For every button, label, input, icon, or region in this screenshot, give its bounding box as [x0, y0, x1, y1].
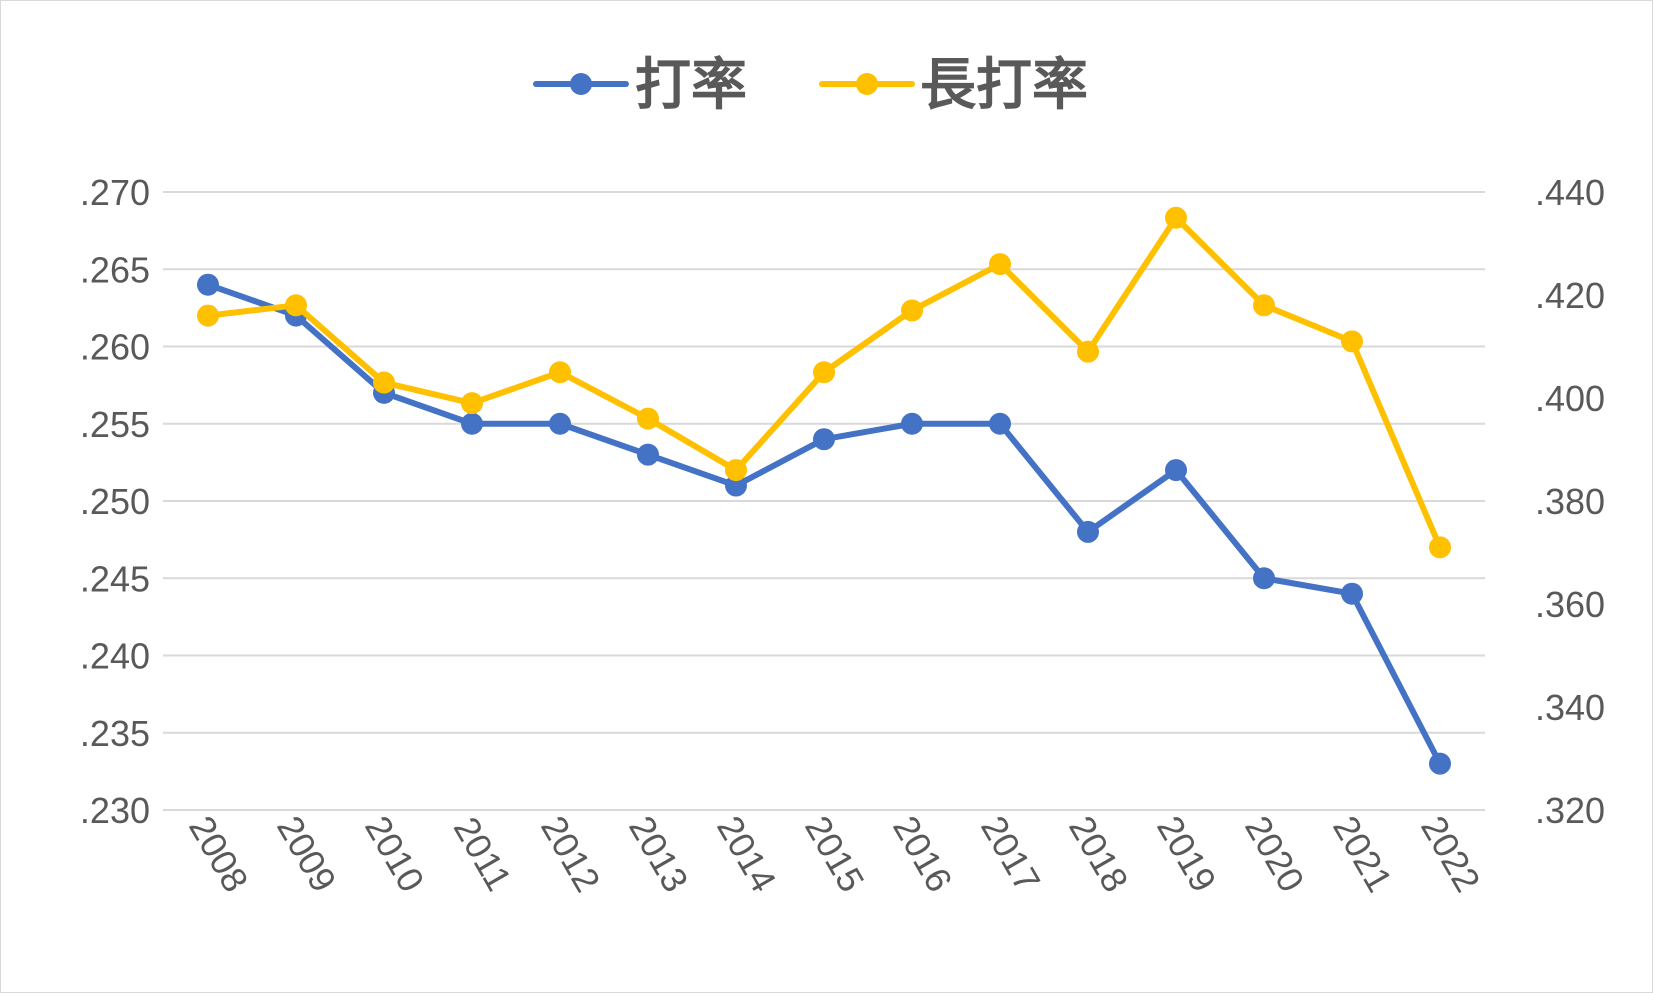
- x-axis: 2008 2009 2010 2011 2012 2013 2014 2015 2016 2017…: [181, 809, 1489, 899]
- x-tick-label: 2009: [269, 809, 345, 899]
- right-tick-label: .360: [1535, 584, 1605, 625]
- right-tick-label: .320: [1535, 790, 1605, 831]
- x-tick-label: 2015: [797, 809, 873, 899]
- data-point: [1165, 459, 1187, 482]
- legend-swatch-marker: [570, 73, 592, 95]
- left-axis: .270 .265 .260 .255 .250 .245 .240 .235 .230: [80, 172, 150, 831]
- data-point: [813, 361, 835, 384]
- left-tick-label: .265: [80, 249, 150, 290]
- left-tick-label: .240: [80, 636, 150, 677]
- data-point: [989, 253, 1011, 276]
- series-line: [205, 281, 1443, 767]
- x-tick-label: 2020: [1237, 809, 1313, 899]
- data-point: [373, 371, 395, 394]
- legend-label: 打率: [635, 53, 747, 118]
- right-tick-label: .400: [1535, 378, 1605, 419]
- left-tick-label: .230: [80, 790, 150, 831]
- data-point: [637, 443, 659, 466]
- data-point: [637, 407, 659, 430]
- right-tick-label: .380: [1535, 481, 1605, 522]
- data-point: [1341, 330, 1363, 353]
- x-tick-label: 2010: [357, 809, 433, 899]
- data-point: [813, 428, 835, 451]
- left-tick-label: .245: [80, 558, 150, 599]
- data-point: [197, 304, 219, 327]
- left-tick-label: .250: [80, 481, 150, 522]
- data-point: [725, 474, 747, 497]
- data-point: [1077, 340, 1099, 363]
- data-point: [285, 294, 307, 317]
- legend: 打率 長打率: [533, 53, 1088, 118]
- data-point: [1253, 294, 1275, 317]
- right-tick-label: .440: [1535, 172, 1605, 213]
- data-point: [901, 412, 923, 435]
- legend-label: 長打率: [920, 53, 1088, 118]
- x-tick-label: 2021: [1325, 809, 1401, 899]
- right-tick-label: .420: [1535, 275, 1605, 316]
- legend-swatch-marker: [856, 73, 878, 95]
- data-point: [461, 412, 483, 435]
- gridlines: [163, 191, 1485, 811]
- data-point: [989, 412, 1011, 435]
- x-tick-label: 2017: [973, 809, 1049, 899]
- x-tick-label: 2018: [1061, 809, 1137, 899]
- data-point: [725, 459, 747, 482]
- left-tick-label: .235: [80, 713, 150, 754]
- x-tick-label: 2019: [1149, 809, 1225, 899]
- x-tick-label: 2013: [621, 809, 697, 899]
- x-tick-label: 2014: [709, 809, 785, 899]
- right-tick-label: .340: [1535, 687, 1605, 728]
- data-point: [197, 273, 219, 296]
- data-point: [1165, 206, 1187, 229]
- data-point: [1429, 536, 1451, 559]
- right-axis: .440 .420 .400 .380 .360 .340 .320: [1535, 172, 1605, 831]
- data-point: [901, 299, 923, 322]
- data-point: [549, 361, 571, 384]
- left-tick-label: .270: [80, 172, 150, 213]
- x-tick-label: 2016: [885, 809, 961, 899]
- series-layer: [197, 206, 1451, 775]
- data-point: [1429, 752, 1451, 775]
- data-point: [1341, 582, 1363, 605]
- data-point: [1077, 520, 1099, 543]
- left-tick-label: .255: [80, 404, 150, 445]
- data-point: [1253, 567, 1275, 590]
- x-tick-label: 2008: [181, 809, 257, 899]
- data-point: [461, 392, 483, 415]
- x-tick-label: 2012: [533, 809, 609, 899]
- x-tick-label: 2022: [1413, 809, 1489, 899]
- left-tick-label: .260: [80, 327, 150, 368]
- data-point: [549, 412, 571, 435]
- x-tick-label: 2011: [446, 810, 520, 898]
